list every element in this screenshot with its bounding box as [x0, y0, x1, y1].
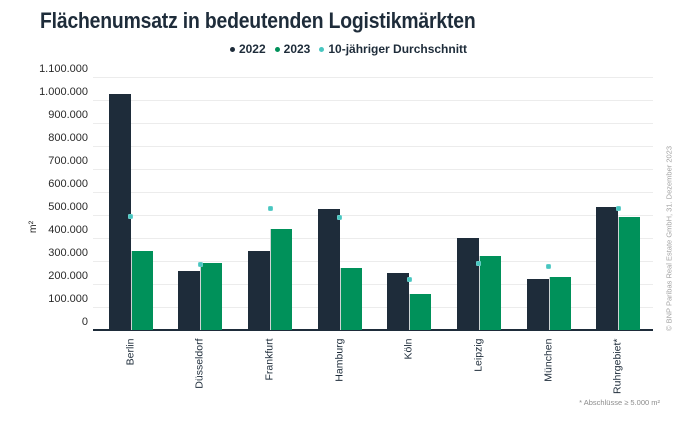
- avg-dot-leipzig: [476, 260, 482, 266]
- bar-2023-ruhrgebiet: [618, 217, 641, 330]
- y-tick-label: 500.000: [48, 201, 88, 213]
- avg-dot-munchen: [546, 264, 552, 270]
- footnote: * Abschlüsse ≥ 5.000 m²: [579, 398, 660, 407]
- y-tick-label: 900.000: [48, 109, 88, 121]
- gridline: [93, 261, 653, 262]
- y-tick-label: 0: [81, 316, 88, 328]
- y-tick-label: 1.100.000: [39, 63, 88, 75]
- x-tick-label-munchen: München: [542, 338, 555, 382]
- bar-2022-koln: [387, 272, 410, 330]
- gridline: [93, 77, 653, 78]
- bar-2023-frankfurt: [270, 228, 293, 330]
- avg-dot-ruhrgebiet: [615, 205, 621, 211]
- gridline: [93, 215, 653, 216]
- gridline: [93, 284, 653, 285]
- legend-label: 10-jähriger Durchschnitt: [328, 42, 468, 56]
- y-tick-label: 400.000: [48, 224, 88, 236]
- y-axis-label: m²: [27, 220, 39, 234]
- source-credit: © BNP Paribas Real Estate GmbH, 31. Deze…: [664, 145, 674, 332]
- avg-dot-hamburg: [337, 214, 343, 220]
- legend-label: 2022: [238, 42, 266, 56]
- x-tick-label-hamburg: Hamburg: [333, 338, 346, 382]
- y-tick-label: 300.000: [48, 247, 88, 259]
- x-tick-label-dusseldorf: Düsseldorf: [193, 338, 206, 389]
- bar-2023-munchen: [548, 277, 571, 330]
- bar-2023-dusseldorf: [200, 263, 223, 330]
- x-axis-line: [93, 329, 653, 331]
- legend-item-10jahrigerdurchschnitt: 10-jähriger Durchschnitt: [319, 42, 467, 56]
- x-tick-label-koln: Köln: [402, 338, 415, 360]
- bar-2023-leipzig: [478, 256, 501, 330]
- avg-dot-dusseldorf: [197, 261, 203, 267]
- bar-2023-koln: [409, 294, 432, 330]
- bar-2023-berlin: [130, 250, 153, 330]
- y-tick-label: 600.000: [48, 178, 88, 190]
- bar-2022-frankfurt: [248, 250, 271, 330]
- bar-2022-munchen: [526, 279, 549, 330]
- y-tick-label: 800.000: [48, 132, 88, 144]
- avg-dot-koln: [406, 276, 412, 282]
- gridline: [93, 192, 653, 193]
- y-tick-label: 1.000.000: [39, 86, 88, 98]
- gridline: [93, 100, 653, 101]
- x-tick-label-berlin: Berlin: [124, 338, 137, 366]
- gridline: [93, 307, 653, 308]
- x-tick-label-frankfurt: Frankfurt: [263, 338, 276, 381]
- gridline: [93, 238, 653, 239]
- bar-2022-ruhrgebiet: [596, 206, 619, 330]
- gridline: [93, 123, 653, 124]
- avg-dot-berlin: [128, 213, 134, 219]
- legend-item-2022: 2022: [229, 42, 266, 56]
- legend-dot-2023: [274, 46, 280, 52]
- legend-dot-10jahrigerdurchschnitt: [319, 46, 325, 52]
- bar-2022-hamburg: [317, 209, 340, 330]
- legend-label: 2023: [283, 42, 311, 56]
- bar-2023-hamburg: [339, 267, 362, 330]
- bar-2022-dusseldorf: [178, 271, 201, 330]
- legend-item-2023: 2023: [274, 42, 311, 56]
- x-tick-label-leipzig: Leipzig: [472, 338, 485, 372]
- bar-2022-leipzig: [456, 238, 479, 330]
- legend-dot-2022: [229, 46, 235, 52]
- gridline: [93, 169, 653, 170]
- avg-dot-frankfurt: [267, 205, 273, 211]
- y-tick-label: 700.000: [48, 155, 88, 167]
- bar-2022-berlin: [108, 94, 131, 330]
- y-tick-label: 100.000: [48, 293, 88, 305]
- gridline: [93, 146, 653, 147]
- legend: 2022 2023 10-jähriger Durchschnitt: [0, 42, 697, 56]
- page-title: Flächenumsatz in bedeutenden Logistikmär…: [40, 8, 476, 33]
- y-tick-label: 200.000: [48, 270, 88, 282]
